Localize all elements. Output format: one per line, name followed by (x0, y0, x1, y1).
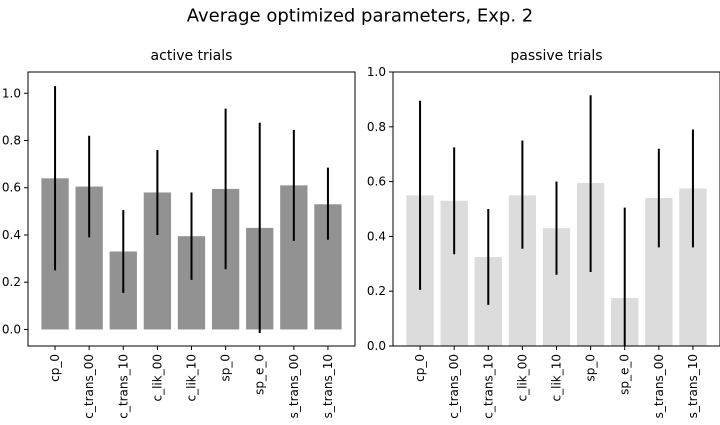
x-tick-label-s_trans_00: s_trans_00 (652, 354, 666, 418)
x-tick-label-c_lik_10: c_lik_10 (550, 354, 564, 401)
x-tick-label-c_trans_10: c_trans_10 (116, 354, 130, 419)
axes-title: passive trials (510, 48, 602, 64)
x-tick-label-s_trans_10: s_trans_10 (686, 354, 700, 418)
x-tick-label-c_lik_00: c_lik_00 (150, 354, 164, 401)
x-tick-label-cp_0: cp_0 (413, 354, 427, 382)
x-tick-label-c_trans_00: c_trans_00 (82, 354, 96, 419)
x-tick-label-c_trans_10: c_trans_10 (481, 354, 495, 419)
y-tick-label: 0.8 (367, 120, 386, 134)
y-tick-label: 1.0 (367, 65, 386, 79)
y-tick-label: 0.2 (2, 275, 21, 289)
axes-title: active trials (151, 48, 233, 64)
x-tick-label-cp_0: cp_0 (48, 354, 62, 382)
y-tick-label: 0.6 (367, 175, 386, 189)
x-tick-label-sp_e_0: sp_e_0 (253, 354, 267, 395)
x-tick-label-c_lik_10: c_lik_10 (185, 354, 199, 401)
axes-0: 0.0 0.2 0.4 0.6 0.8 1.0 cp_0 c_trans_00 c_trans_… (2, 48, 356, 419)
x-tick-label-c_trans_00: c_trans_00 (447, 354, 461, 419)
x-tick-label-sp_0: sp_0 (584, 354, 598, 382)
y-tick-label: 0.4 (2, 228, 21, 242)
y-tick-label: 0.0 (367, 339, 386, 353)
y-tick-label: 0.6 (2, 181, 21, 195)
y-tick-label: 0.4 (367, 229, 386, 243)
x-tick-label-s_trans_00: s_trans_00 (287, 354, 301, 418)
axes-1: 0.0 0.2 0.4 0.6 0.8 1.0 cp_0 c_trans_00 c_trans_… (367, 48, 720, 419)
figure-title: Average optimized parameters, Exp. 2 (187, 6, 534, 27)
y-tick-label: 1.0 (2, 86, 21, 100)
x-tick-label-c_lik_00: c_lik_00 (515, 354, 529, 401)
x-tick-label-sp_e_0: sp_e_0 (618, 354, 632, 395)
y-tick-label: 0.0 (2, 322, 21, 336)
y-tick-label: 0.2 (367, 284, 386, 298)
x-tick-label-sp_0: sp_0 (219, 354, 233, 382)
x-tick-label-s_trans_10: s_trans_10 (321, 354, 335, 418)
y-tick-label: 0.8 (2, 134, 21, 148)
